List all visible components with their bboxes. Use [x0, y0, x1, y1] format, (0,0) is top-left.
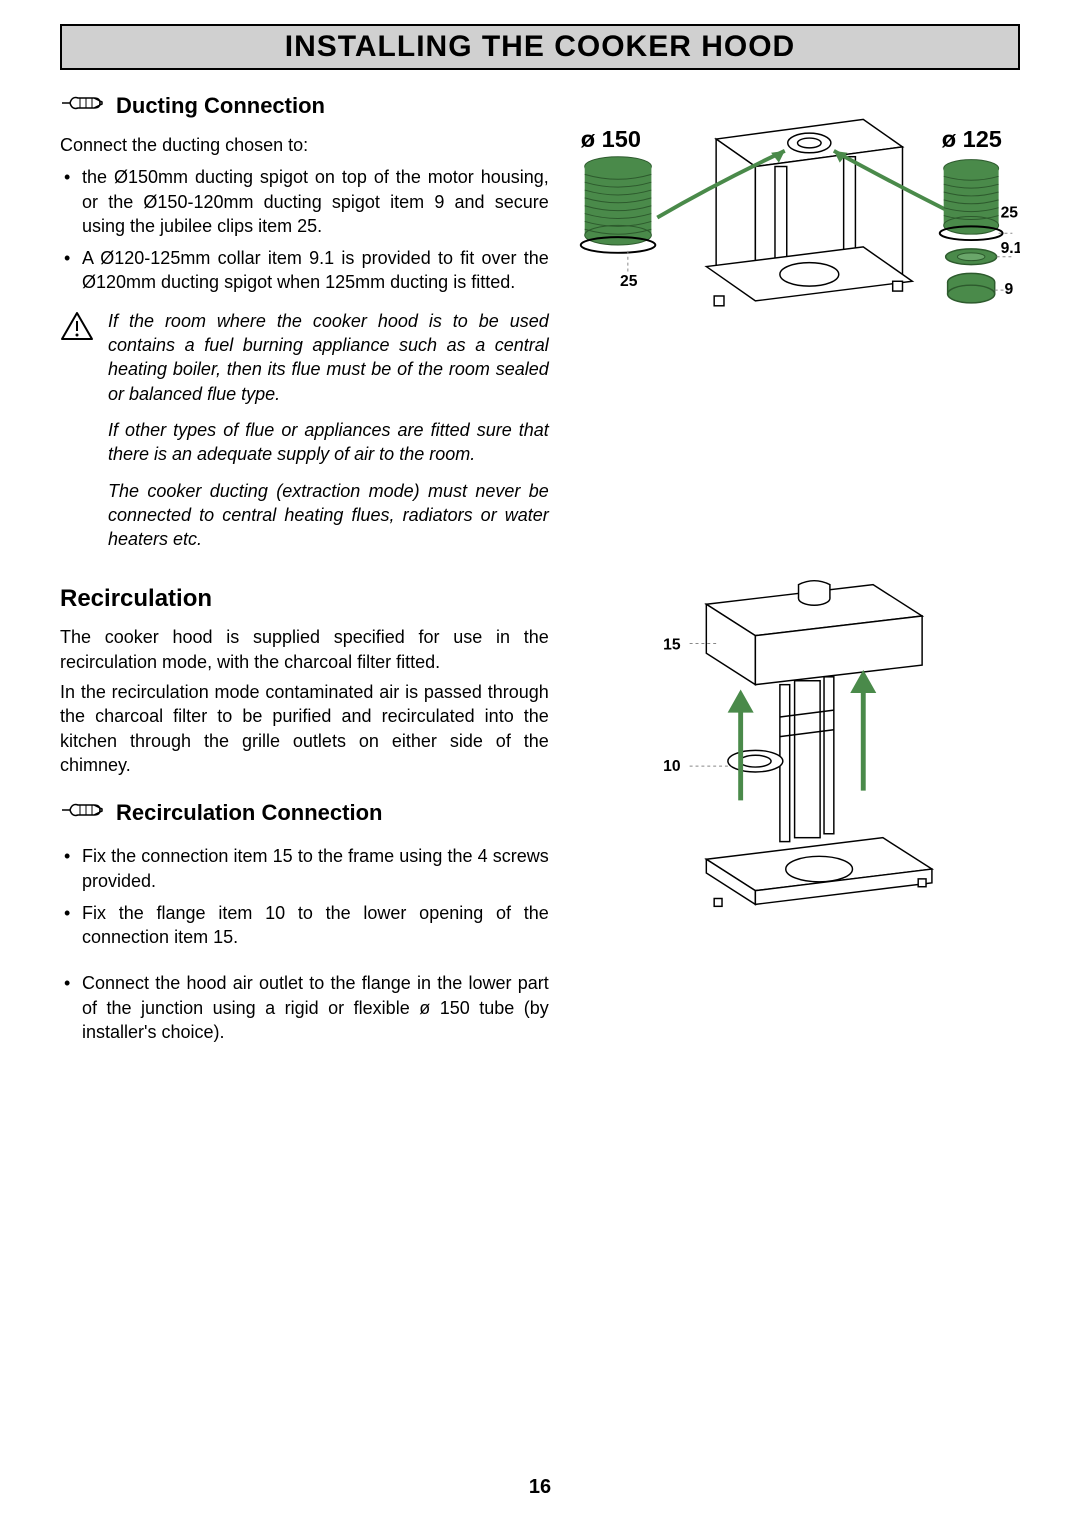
fig1-label-right: ø 125 — [942, 126, 1002, 152]
ducting-bullets: the Ø150mm ducting spigot on top of the … — [60, 165, 549, 294]
ducting-heading: Ducting Connection — [116, 93, 325, 119]
recirc-conn-bullets-2: Connect the hood air outlet to the flang… — [60, 971, 549, 1044]
warning-block: If the room where the cooker hood is to … — [60, 309, 549, 564]
recirc-conn-heading: Recirculation Connection — [116, 800, 382, 826]
fig2-callout-10: 10 — [663, 758, 681, 775]
recirc-conn-bullet-1: Fix the connection item 15 to the frame … — [82, 844, 549, 893]
page-title: INSTALLING THE COOKER HOOD — [62, 30, 1018, 64]
recirculation-heading: Recirculation — [60, 585, 549, 613]
warning-para-2: If other types of flue or appliances are… — [108, 418, 549, 467]
recirc-para-2: In the recirculation mode contaminated a… — [60, 680, 549, 777]
warning-text: If the room where the cooker hood is to … — [108, 309, 549, 564]
title-bar: INSTALLING THE COOKER HOOD — [60, 24, 1020, 70]
ducting-bullet-2: A Ø120-125mm collar item 9.1 is provided… — [82, 246, 549, 295]
page: INSTALLING THE COOKER HOOD Ducting Conne… — [0, 0, 1080, 1529]
fig1-callout-9: 9 — [1004, 281, 1013, 298]
right-column: ø 150 — [569, 80, 1020, 1052]
warning-para-1: If the room where the cooker hood is to … — [108, 309, 549, 406]
content-columns: Ducting Connection Connect the ducting c… — [60, 80, 1020, 1052]
recirc-conn-bullets: Fix the connection item 15 to the frame … — [60, 844, 549, 949]
recirc-para-1: The cooker hood is supplied specified fo… — [60, 625, 549, 674]
recirc-conn-bullet-3: Connect the hood air outlet to the flang… — [82, 971, 549, 1044]
fig1-label-left: ø 150 — [581, 126, 641, 152]
left-column: Ducting Connection Connect the ducting c… — [60, 80, 549, 1052]
ducting-intro: Connect the ducting chosen to: — [60, 133, 549, 157]
fig2-callout-15: 15 — [663, 636, 681, 653]
ducting-heading-row: Ducting Connection — [60, 88, 549, 123]
hand-pointing-icon — [60, 795, 104, 830]
figure-ducting: ø 150 — [569, 90, 1020, 365]
recirc-conn-heading-row: Recirculation Connection — [60, 795, 549, 830]
ducting-bullet-1: the Ø150mm ducting spigot on top of the … — [82, 165, 549, 238]
warning-para-3: The cooker ducting (extraction mode) mus… — [108, 479, 549, 552]
fig1-callout-25-left: 25 — [620, 273, 638, 290]
recirc-conn-bullet-2: Fix the flange item 10 to the lower open… — [82, 901, 549, 950]
fig1-callout-25-right: 25 — [1000, 205, 1018, 222]
warning-icon — [60, 311, 94, 564]
hand-pointing-icon — [60, 88, 104, 123]
figure-recirculation: 15 10 — [569, 565, 1020, 918]
fig1-callout-9-1: 9.1 — [1000, 240, 1020, 257]
page-number: 16 — [0, 1476, 1080, 1499]
